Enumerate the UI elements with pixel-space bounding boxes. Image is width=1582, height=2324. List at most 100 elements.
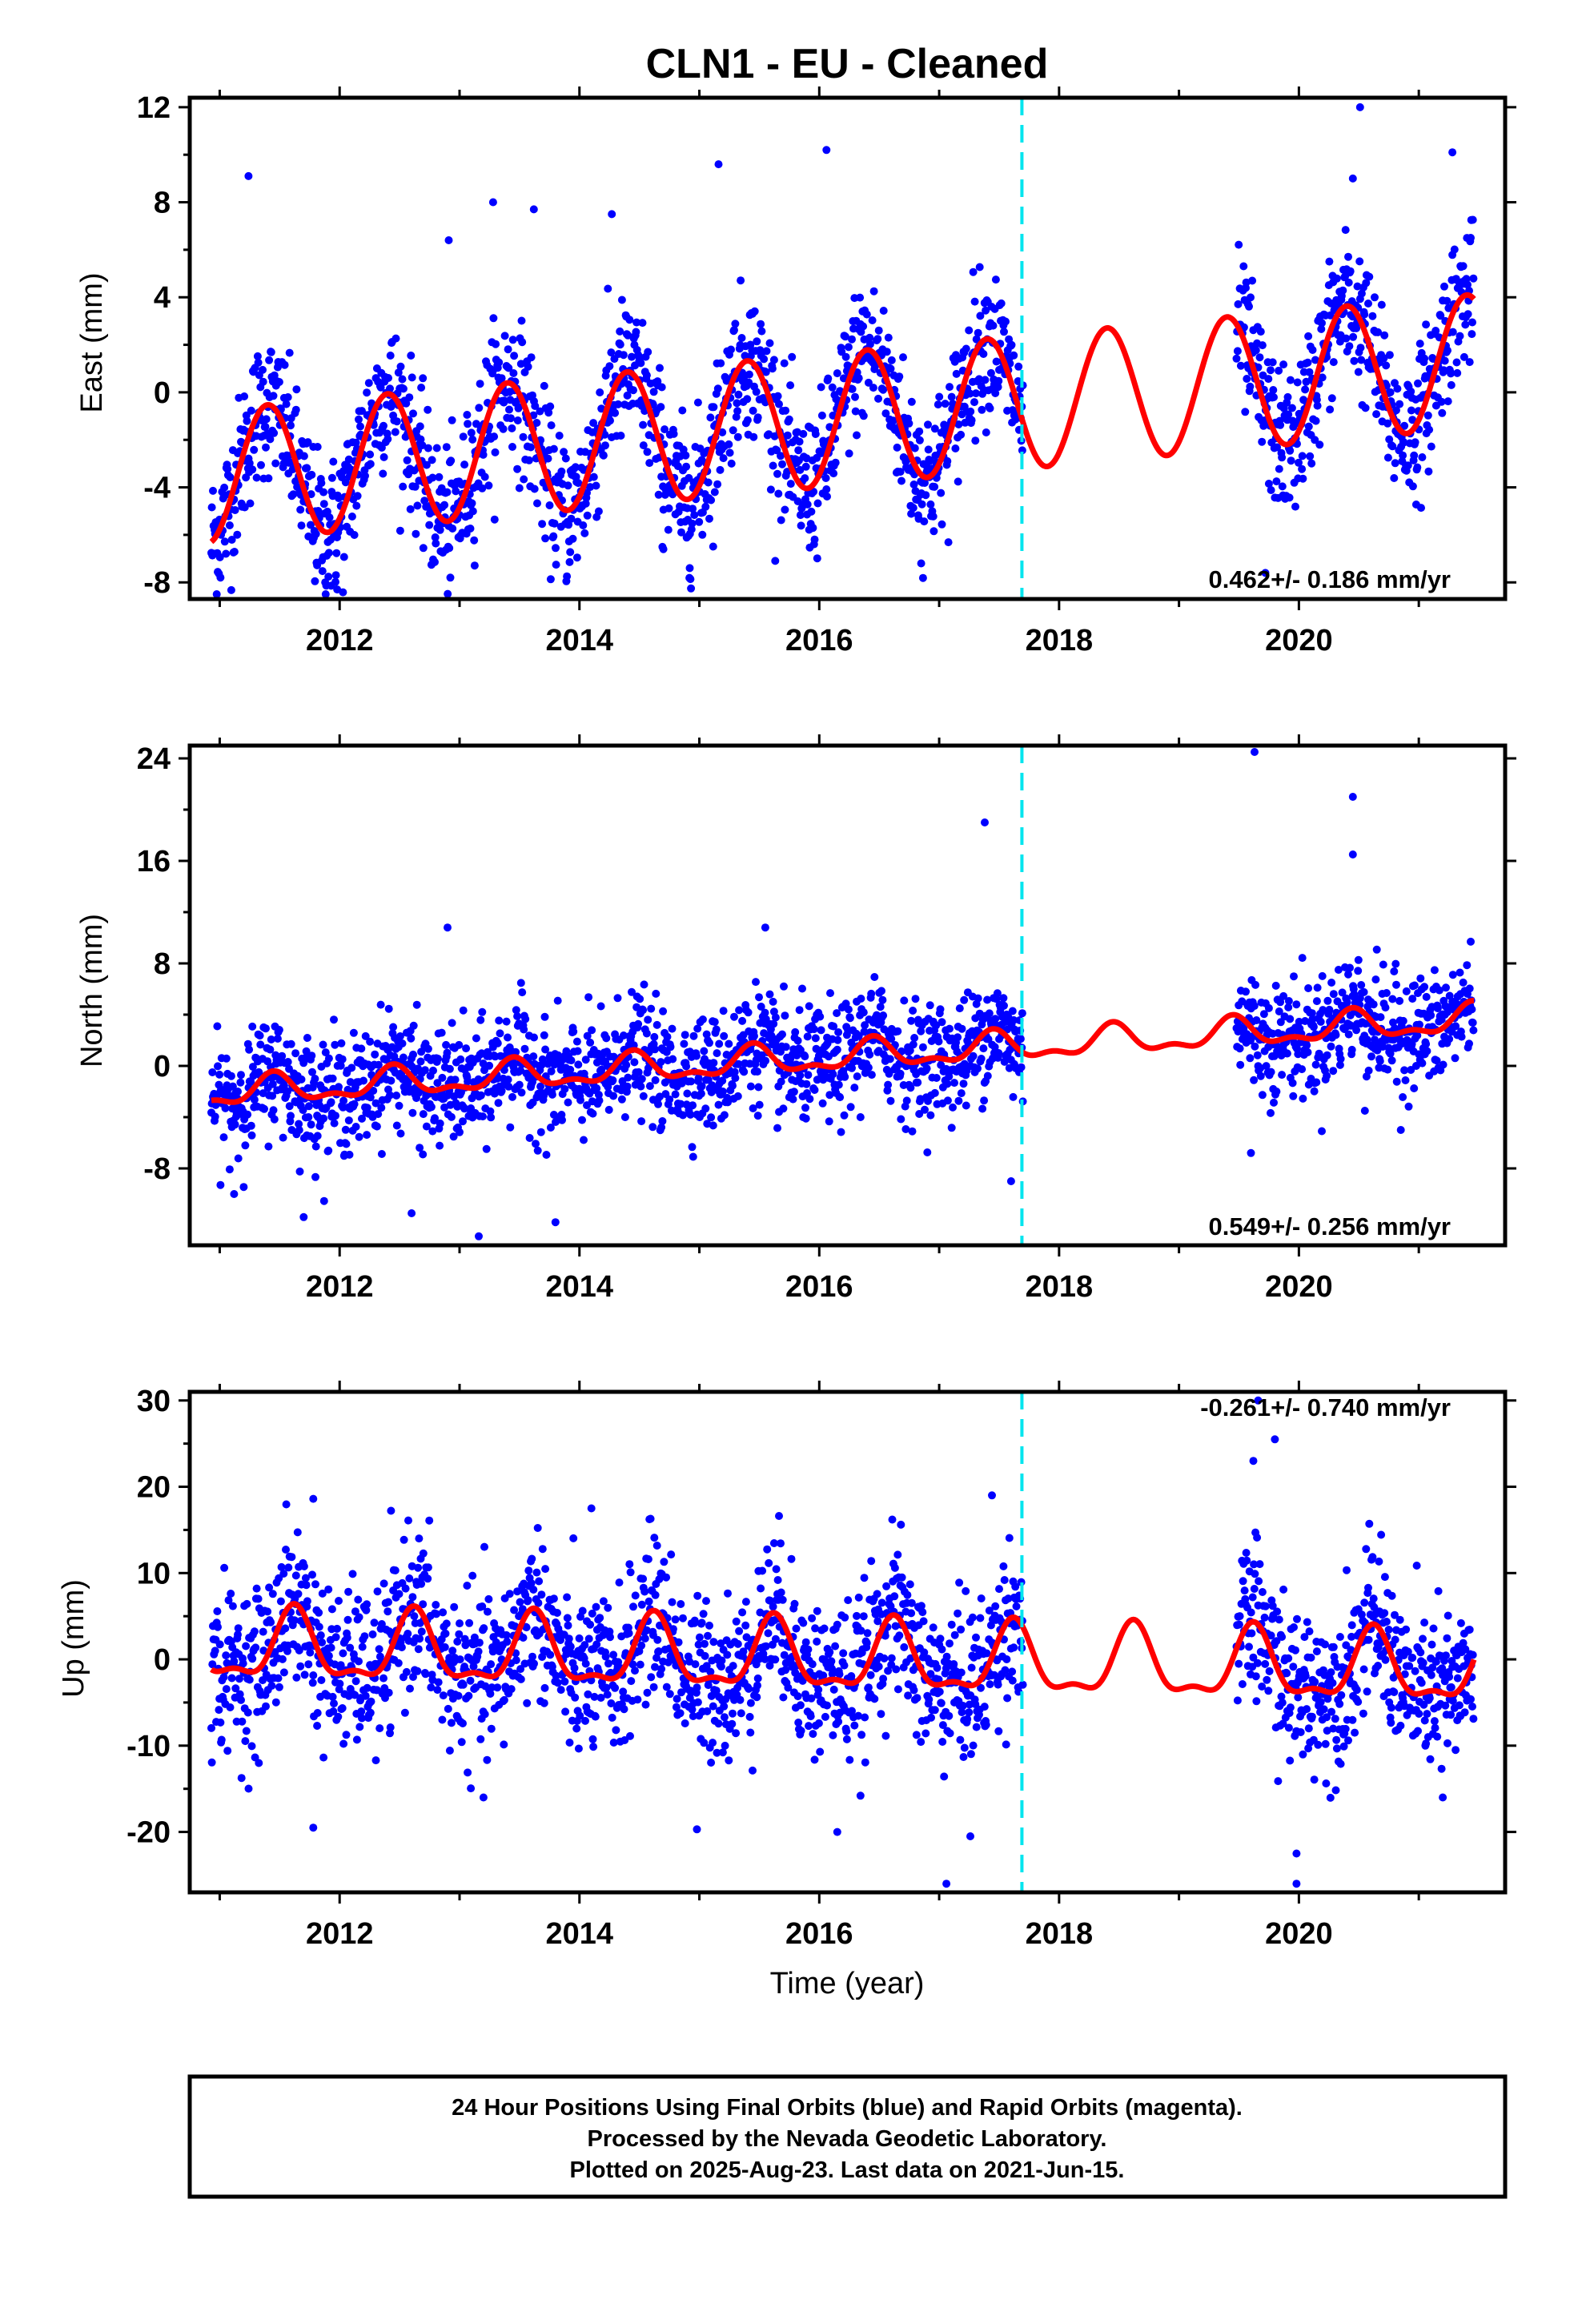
data-point <box>476 380 484 388</box>
data-point <box>1407 387 1415 396</box>
data-point <box>532 1568 541 1577</box>
data-point <box>351 1123 360 1131</box>
data-point <box>634 1019 643 1028</box>
data-point <box>475 404 484 412</box>
data-point <box>567 1056 576 1065</box>
data-point <box>227 1590 235 1598</box>
data-point <box>678 406 687 415</box>
data-point <box>1447 369 1456 378</box>
data-point <box>508 336 517 344</box>
data-point <box>609 1092 618 1100</box>
data-point <box>479 450 488 459</box>
data-point <box>918 1043 927 1051</box>
data-point <box>701 1104 710 1113</box>
data-point <box>714 1100 723 1109</box>
data-point <box>335 1597 343 1605</box>
data-point <box>462 1044 471 1053</box>
data-point <box>553 996 562 1005</box>
data-point <box>896 1069 905 1078</box>
data-point <box>665 504 673 513</box>
data-point <box>344 1116 353 1125</box>
data-point <box>612 1726 620 1735</box>
data-point <box>338 1055 347 1063</box>
data-point <box>775 400 783 408</box>
data-point <box>1304 422 1313 431</box>
data-point <box>366 1708 375 1717</box>
data-point <box>560 1677 569 1686</box>
data-point <box>468 1571 477 1580</box>
data-point <box>1463 961 1472 970</box>
data-point <box>1360 310 1369 319</box>
data-point <box>1287 456 1295 465</box>
data-point <box>231 506 239 514</box>
data-point <box>552 561 560 569</box>
data-point <box>589 472 598 481</box>
data-point <box>1258 437 1267 446</box>
data-point <box>573 1047 582 1055</box>
data-point <box>624 331 632 340</box>
data-point <box>424 1044 432 1053</box>
data-point <box>1276 420 1285 429</box>
data-point <box>1303 1041 1311 1050</box>
data-point <box>930 424 939 433</box>
data-point <box>864 378 873 387</box>
outlier-point <box>917 559 926 568</box>
data-point <box>596 388 604 396</box>
data-point <box>954 420 963 428</box>
data-point <box>1233 347 1242 356</box>
data-point <box>695 1633 704 1642</box>
data-point <box>626 1568 635 1577</box>
data-point <box>636 995 644 1003</box>
data-point <box>729 1081 737 1090</box>
data-point <box>1331 1031 1340 1039</box>
data-point <box>348 1570 357 1578</box>
data-point <box>803 500 812 509</box>
data-point <box>216 1180 225 1189</box>
data-point <box>1399 438 1408 447</box>
data-point <box>796 465 805 474</box>
data-point <box>317 1676 326 1684</box>
north-rate-label: 0.549+/- 0.256 mm/yr <box>1209 1212 1451 1240</box>
data-point <box>1367 1052 1375 1061</box>
data-point <box>470 561 479 570</box>
data-point <box>1327 1042 1335 1051</box>
data-point <box>1390 474 1399 482</box>
data-point <box>342 1140 351 1148</box>
data-point <box>954 1033 962 1042</box>
data-point <box>771 557 780 565</box>
data-point <box>467 428 476 437</box>
data-point <box>1313 401 1322 410</box>
data-point <box>1292 1000 1301 1009</box>
data-point <box>749 432 758 441</box>
data-point <box>303 438 312 447</box>
data-point <box>1311 436 1319 444</box>
data-point <box>1311 1060 1320 1069</box>
data-point <box>513 1012 522 1020</box>
data-point <box>816 1012 825 1021</box>
outlier-point <box>608 210 616 219</box>
data-point <box>607 348 616 357</box>
data-point <box>915 436 924 444</box>
data-point <box>1418 1059 1427 1068</box>
data-point <box>629 1602 637 1611</box>
data-point <box>592 1602 600 1611</box>
data-point <box>1372 945 1381 954</box>
north-points <box>207 748 1478 1240</box>
data-point <box>601 1652 610 1661</box>
data-point <box>693 1591 702 1600</box>
data-point <box>549 532 558 541</box>
data-point <box>241 1141 250 1150</box>
data-point <box>637 1117 646 1126</box>
data-point <box>531 402 540 410</box>
data-point <box>437 1028 446 1037</box>
data-point <box>566 1642 575 1651</box>
outlier-point <box>333 585 342 594</box>
data-point <box>263 1607 272 1616</box>
data-point <box>745 370 753 379</box>
data-point <box>538 520 547 529</box>
data-point <box>794 446 803 455</box>
data-point <box>480 1624 488 1633</box>
data-point <box>581 499 590 508</box>
data-point <box>698 530 707 539</box>
